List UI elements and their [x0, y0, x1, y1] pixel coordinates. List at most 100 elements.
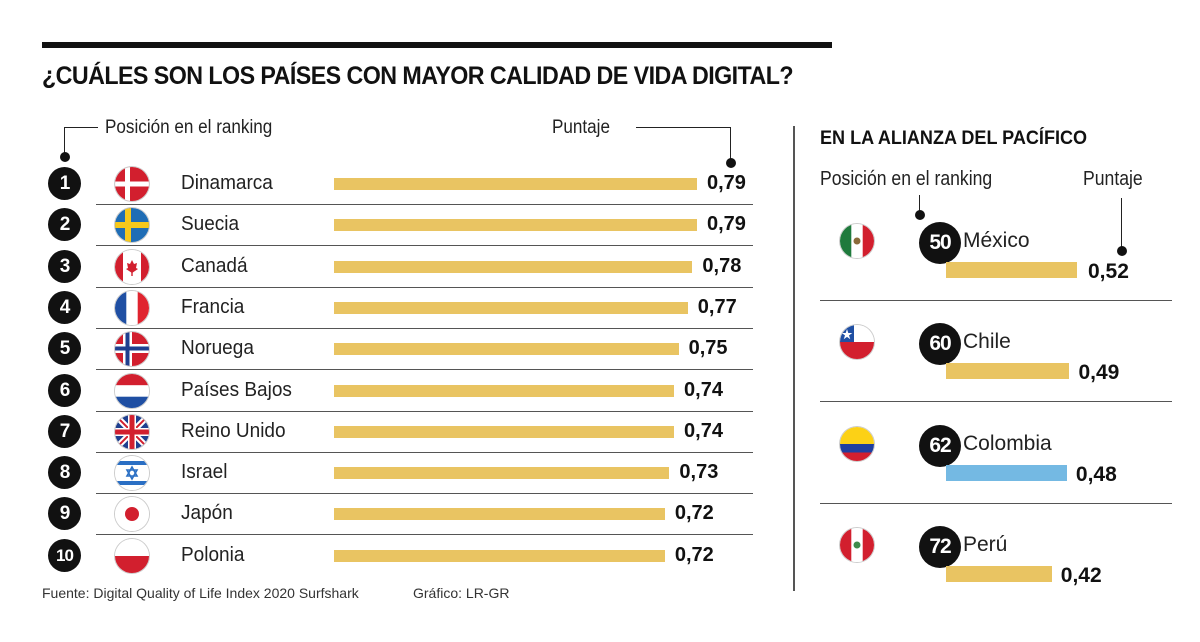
country-name: Perú: [963, 533, 1008, 556]
rank-badge: 6: [48, 373, 81, 407]
table-row: 9 Japón 0,72: [0, 494, 780, 535]
row-divider: [820, 503, 1172, 504]
score-leader-v: [730, 127, 731, 161]
table-row: 72 Perú 0,42: [800, 526, 1180, 626]
row-divider: [96, 245, 753, 247]
position-leader-dot: [60, 152, 70, 162]
table-row: 60 Chile 0,49: [800, 323, 1180, 423]
source-note: Fuente: Digital Quality of Life Index 20…: [42, 585, 359, 601]
bar: [946, 566, 1052, 582]
peru-flag-icon: [840, 528, 874, 562]
bar-value-label: 0,52: [1088, 260, 1129, 283]
alliance-score-leader: [1121, 198, 1122, 248]
position-leader-h: [64, 127, 98, 128]
bar-value-label: 0,74: [684, 378, 723, 401]
norway-flag-icon: [115, 332, 149, 367]
colombia-flag-icon: [840, 427, 874, 461]
alliance-position-label: Posición en el ranking: [820, 168, 993, 190]
rank-badge: 72: [919, 526, 961, 568]
table-row: 7 Reino Unido 0,74: [0, 412, 780, 453]
bar: [334, 549, 665, 562]
row-divider: [96, 410, 753, 412]
credit-note: Gráfico: LR-GR: [413, 585, 510, 601]
country-name: Chile: [963, 330, 1011, 353]
alliance-score-leader-dot: [1117, 246, 1127, 256]
table-row: 50 México 0,52: [800, 222, 1180, 322]
country-name: Suecia: [181, 213, 240, 236]
bar: [334, 508, 665, 521]
country-name: Países Bajos: [181, 378, 292, 401]
rank-badge: 7: [48, 414, 81, 448]
row-divider: [96, 327, 753, 329]
poland-flag-icon: [115, 538, 149, 573]
chile-flag-icon: [840, 325, 874, 359]
alliance-score-label: Puntaje: [1083, 168, 1143, 190]
top-rule: [42, 42, 832, 48]
table-row: 2 Suecia 0,79: [0, 205, 780, 246]
panel-divider: [793, 126, 795, 591]
rank-badge: 5: [48, 332, 81, 366]
bar-value-label: 0,79: [707, 172, 746, 194]
country-name: Polonia: [181, 543, 245, 566]
alliance-title: EN LA ALIANZA DEL PACÍFICO: [820, 128, 1088, 149]
table-row: 6 Países Bajos 0,74: [0, 371, 780, 412]
table-row: 8 Israel 0,73: [0, 453, 780, 494]
bar-value-label: 0,79: [707, 213, 746, 236]
rank-badge: 3: [48, 249, 81, 283]
rank-badge: 4: [48, 290, 81, 324]
row-divider: [96, 493, 753, 495]
score-label: Puntaje: [552, 117, 611, 138]
row-divider: [96, 369, 753, 371]
country-name: México: [963, 229, 1030, 252]
canada-flag-icon: [115, 249, 149, 284]
bar-value-label: 0,72: [674, 543, 714, 566]
row-divider: [96, 204, 753, 205]
position-leader-v: [64, 127, 65, 155]
table-row: 1 Dinamarca 0,79: [0, 164, 780, 205]
rank-badge: 2: [48, 208, 81, 242]
table-row: 5 Noruega 0,75: [0, 329, 780, 370]
row-divider: [96, 534, 753, 536]
bar: [334, 425, 675, 438]
bar-value-label: 0,73: [679, 461, 719, 484]
bar-value-label: 0,77: [697, 295, 737, 318]
bar-value-label: 0,48: [1075, 463, 1117, 486]
table-row: 10 Polonia 0,72: [0, 536, 780, 577]
alliance-position-leader-dot: [915, 210, 925, 220]
rank-badge: 8: [48, 456, 81, 490]
rank-badge: 9: [48, 497, 81, 531]
country-name: Noruega: [181, 337, 254, 360]
bar-value-label: 0,42: [1060, 564, 1102, 587]
rank-badge: 50: [919, 222, 961, 264]
bar: [334, 178, 697, 190]
bar: [334, 301, 688, 314]
bar-value-label: 0,74: [684, 419, 723, 442]
row-divider: [820, 401, 1172, 402]
bar-value-label: 0,49: [1078, 361, 1120, 384]
mexico-flag-icon: [840, 224, 874, 258]
country-name: Japón: [181, 502, 233, 525]
country-name: Francia: [181, 295, 245, 318]
row-divider: [96, 286, 753, 288]
bar-value-label: 0,78: [702, 254, 742, 277]
bar: [946, 262, 1077, 278]
bar: [334, 467, 670, 480]
bar: [334, 260, 693, 273]
alliance-position-leader: [919, 195, 920, 213]
bar-highlighted: [946, 465, 1067, 481]
bar: [946, 363, 1070, 379]
score-leader-dot: [726, 158, 736, 168]
country-name: Israel: [181, 461, 228, 484]
row-divider: [820, 300, 1172, 301]
country-name: Canadá: [181, 254, 248, 277]
table-row: 3 Canadá 0,78: [0, 247, 780, 288]
uk-flag-icon: [115, 414, 149, 449]
country-name: Reino Unido: [181, 419, 286, 442]
sweden-flag-icon: [115, 208, 149, 243]
chart-title: ¿CUÁLES SON LOS PAÍSES CON MAYOR CALIDAD…: [42, 62, 794, 90]
rank-badge: 60: [919, 323, 961, 365]
position-label: Posición en el ranking: [105, 117, 273, 138]
score-leader-h: [636, 127, 731, 128]
table-row: 4 Francia 0,77: [0, 288, 780, 329]
row-divider: [96, 451, 753, 453]
